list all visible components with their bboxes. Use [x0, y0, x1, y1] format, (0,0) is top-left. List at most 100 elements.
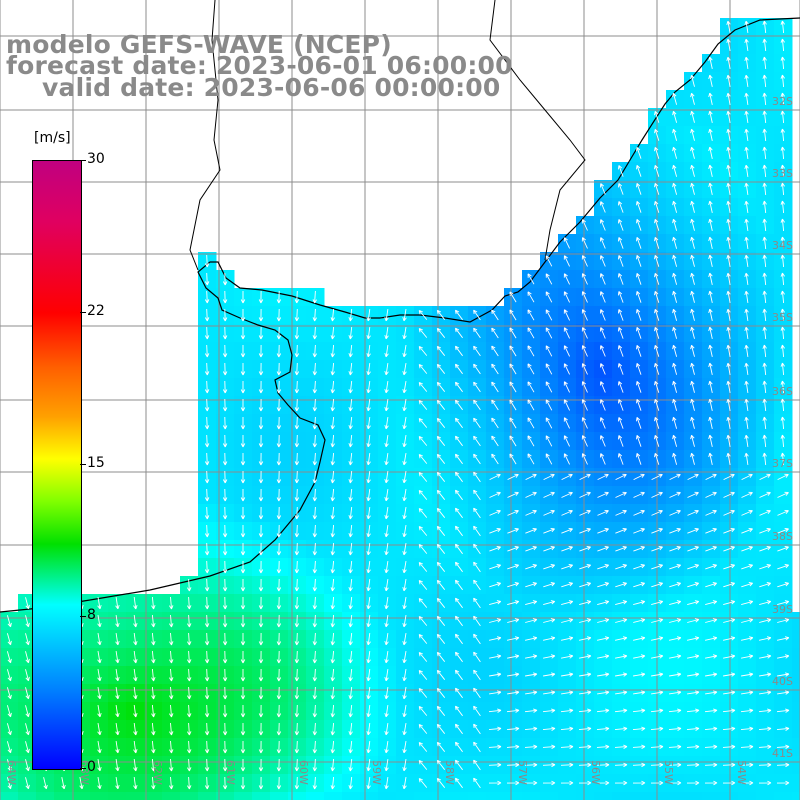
wind-arrow [690, 362, 695, 375]
wind-arrow [418, 345, 428, 356]
wind-speed-cell [126, 792, 145, 800]
wind-arrow [97, 705, 102, 718]
wind-arrow [402, 399, 407, 412]
wind-arrow [560, 708, 574, 713]
wind-arrow [762, 326, 767, 340]
wind-arrow [187, 596, 192, 610]
colorbar-tick [80, 768, 86, 769]
wind-arrow [780, 344, 785, 358]
wind-arrow [418, 633, 428, 644]
wind-arrow [276, 740, 282, 754]
wind-arrow [418, 651, 428, 662]
wind-arrow [402, 723, 407, 736]
wind-arrow [258, 326, 264, 340]
wind-arrow [488, 744, 502, 749]
wind-arrow [240, 309, 246, 322]
wind-arrow [780, 236, 785, 250]
wind-arrow [454, 399, 463, 411]
wind-arrow [384, 543, 389, 556]
wind-arrow [507, 527, 519, 534]
wind-arrow [726, 74, 731, 87]
wind-arrow [777, 546, 789, 552]
wind-arrow [636, 254, 642, 267]
wind-arrow [705, 582, 718, 588]
wind-arrow [563, 327, 571, 339]
wind-arrow [581, 345, 588, 357]
wind-arrow [726, 398, 731, 411]
wind-arrow [258, 686, 264, 700]
wind-arrow [418, 327, 428, 338]
wind-arrow [654, 344, 660, 357]
wind-arrow [740, 726, 754, 731]
wind-arrow [366, 759, 371, 772]
wind-arrow [294, 416, 300, 430]
wind-arrow [597, 509, 609, 516]
wind-arrow [726, 56, 731, 69]
wind-arrow [276, 704, 282, 718]
wind-arrow [543, 546, 555, 552]
wind-arrow [454, 687, 463, 699]
wind-arrow [759, 564, 772, 570]
wind-arrow [402, 759, 407, 772]
wind-arrow [454, 471, 463, 483]
wind-arrow [686, 780, 700, 786]
wind-speed-cell [378, 792, 397, 800]
wind-arrow [384, 579, 389, 592]
wind-arrow [366, 363, 371, 376]
wind-arrow [705, 491, 717, 498]
wind-arrow [348, 470, 353, 484]
wind-arrow [723, 509, 735, 516]
wind-arrow [418, 507, 428, 518]
wind-arrow [294, 524, 300, 538]
wind-arrow [672, 326, 678, 339]
wind-arrow [723, 672, 736, 677]
wind-arrow [654, 434, 660, 447]
wind-arrow [276, 416, 282, 430]
wind-arrow [744, 200, 749, 213]
wind-arrow [348, 506, 353, 520]
wind-arrow [240, 399, 246, 412]
wind-arrow [636, 398, 642, 411]
wind-arrow [762, 416, 767, 430]
wind-arrow [545, 435, 553, 447]
wind-arrow [651, 527, 663, 534]
wind-arrow [597, 618, 610, 623]
wind-arrow [654, 272, 660, 285]
wind-arrow [454, 669, 463, 681]
wind-arrow [97, 633, 102, 646]
wind-arrow [366, 561, 371, 574]
wind-arrow [507, 672, 520, 677]
wind-speed-cell [522, 792, 541, 800]
wind-arrow [222, 272, 228, 286]
wind-speed-cell [18, 792, 37, 800]
wind-arrow [204, 398, 210, 412]
wind-speed-cell [774, 792, 793, 800]
wind-arrow [348, 704, 353, 718]
wind-arrow [366, 471, 371, 484]
wind-arrow [25, 597, 30, 610]
wind-arrow [204, 254, 210, 268]
wind-arrow [294, 344, 300, 358]
wind-arrow [204, 308, 210, 322]
wind-arrow [651, 690, 664, 695]
wind-arrow [579, 654, 592, 659]
coastline [0, 0, 800, 613]
wind-arrow [525, 509, 537, 516]
wind-arrow [151, 704, 156, 718]
wind-arrow [402, 327, 407, 340]
wind-arrow [527, 291, 535, 303]
wind-arrow [169, 740, 174, 754]
wind-arrow [669, 654, 682, 659]
wind-arrow [151, 668, 156, 682]
wind-arrow [762, 146, 767, 160]
wind-arrow [780, 434, 785, 448]
wind-arrow [294, 704, 300, 718]
wind-arrow [294, 686, 300, 700]
wind-arrow [543, 564, 556, 570]
wind-arrow [276, 686, 282, 700]
wind-arrow [599, 345, 606, 357]
wind-arrow [489, 564, 502, 570]
wind-arrow [240, 777, 246, 790]
wind-arrow [258, 758, 264, 772]
wind-arrow [744, 362, 749, 375]
